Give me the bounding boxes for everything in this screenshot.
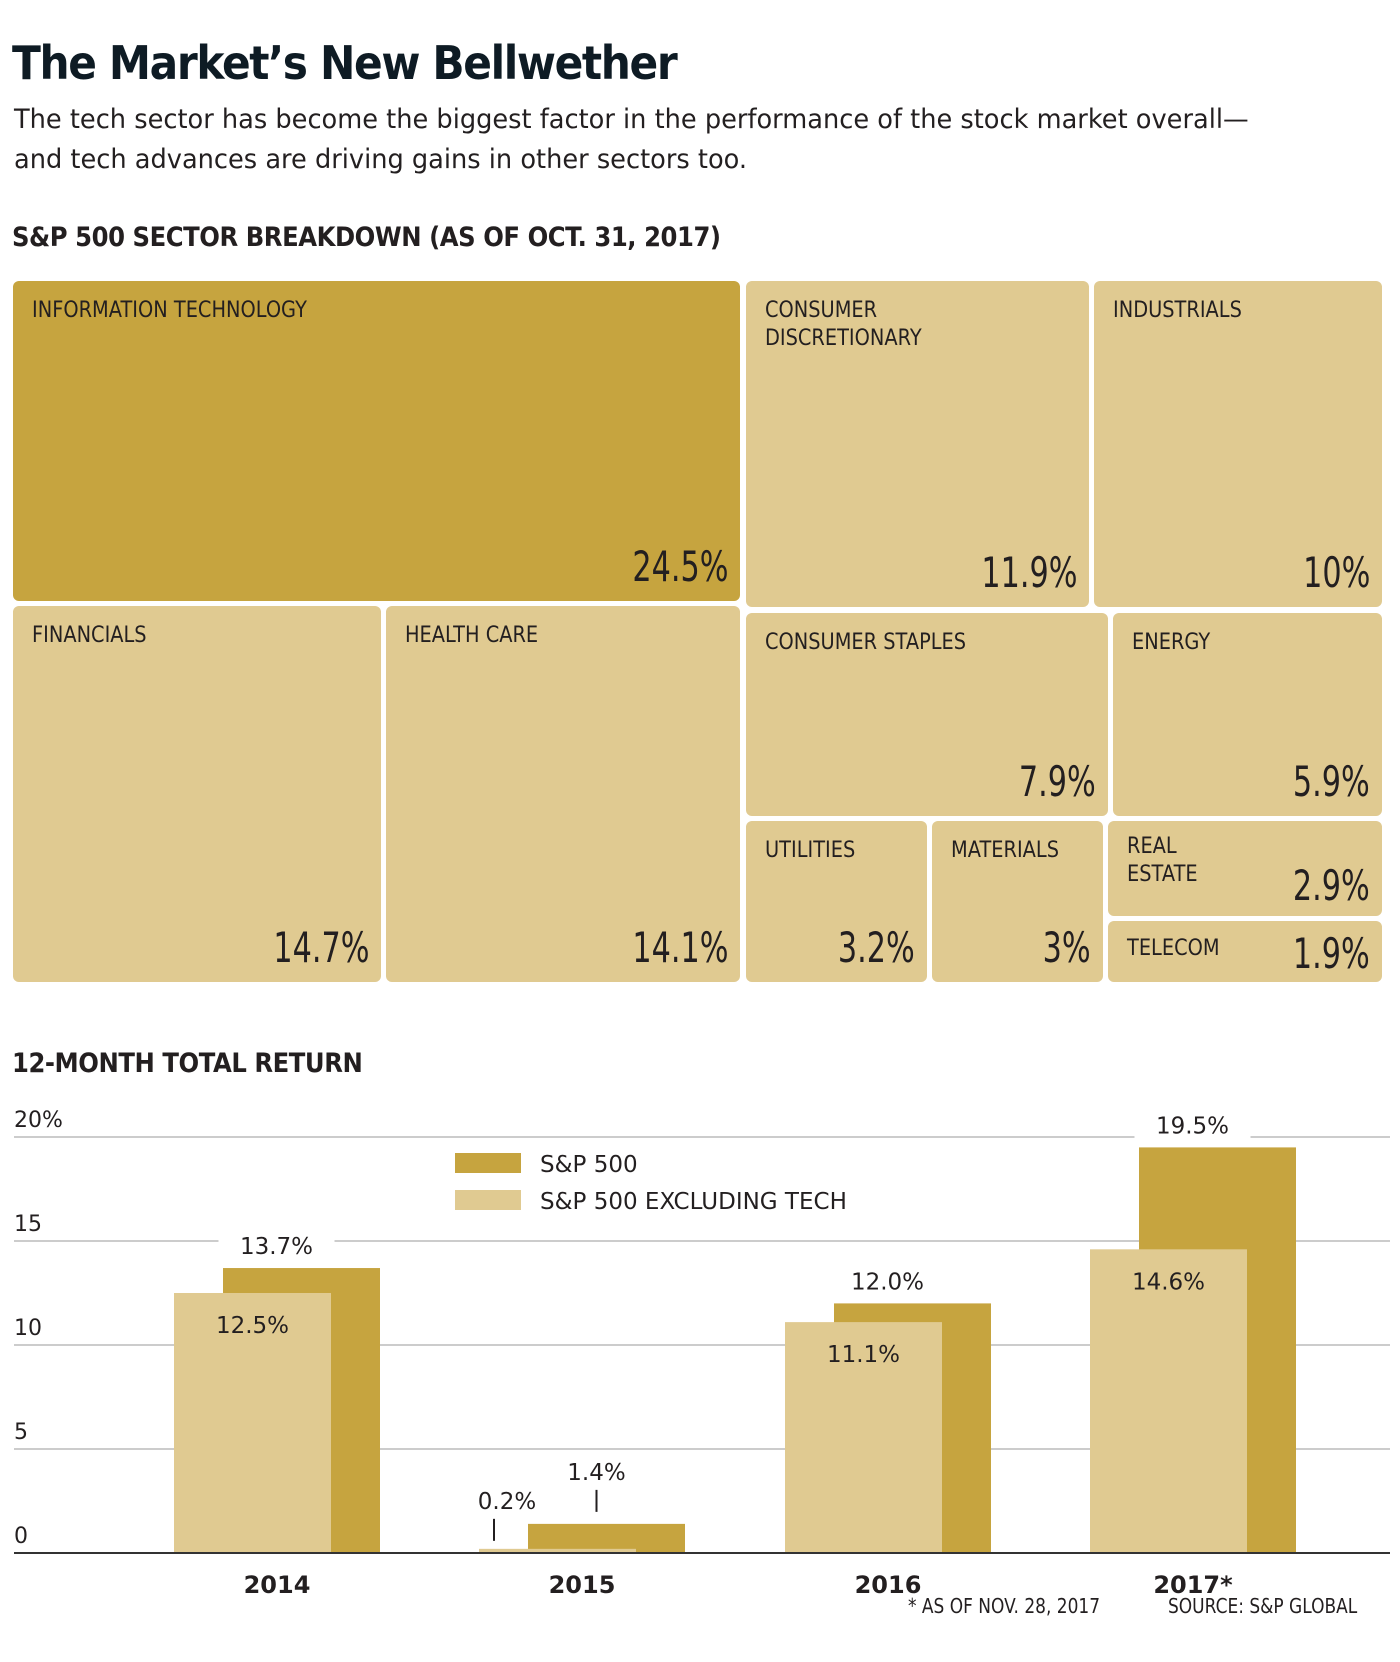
tile-consumer-discretionary: CONSUMER DISCRETIONARY 11.9% — [746, 281, 1089, 607]
data-label-sp500: 1.4% — [567, 1460, 625, 1486]
tile-health-care: HEALTH CARE 14.1% — [386, 606, 740, 982]
tile-financials: FINANCIALS 14.7% — [13, 606, 381, 982]
tile-energy: ENERGY 5.9% — [1113, 613, 1382, 816]
treemap-heading: S&P 500 SECTOR BREAKDOWN (AS OF OCT. 31,… — [12, 222, 721, 253]
bar-sp500-ex-tech — [174, 1293, 331, 1553]
label-knockout — [218, 1230, 335, 1261]
return-bar-chart: 0 5 10 15 20% 13.7% 12.5% 1.4% 0.2% 12.0% 11.1% 19… — [14, 1108, 1390, 1599]
tile-value: 10% — [1302, 548, 1370, 597]
x-tick-label: 2015 — [549, 1571, 616, 1599]
bars — [174, 1147, 1296, 1553]
data-label-ex-tech: 12.5% — [216, 1313, 289, 1339]
y-tick-label: 5 — [14, 1420, 28, 1445]
tile-label: INFORMATION TECHNOLOGY — [32, 298, 307, 323]
tile-label: MATERIALS — [951, 838, 1059, 863]
tile-label: REAL ESTATE — [1127, 834, 1198, 887]
tile-value: 1.9% — [1293, 929, 1370, 978]
bar-sp500-ex-tech — [479, 1548, 636, 1553]
tile-value: 14.1% — [631, 923, 728, 972]
x-tick-label: 2014 — [244, 1571, 311, 1599]
label-knockout — [1134, 1109, 1251, 1140]
bar-sp500 — [528, 1523, 685, 1553]
source-note: SOURCE: S&P GLOBAL — [1168, 1594, 1358, 1618]
x-tick-label: 2016 — [855, 1571, 922, 1599]
tile-value: 3.2% — [838, 923, 915, 972]
tile-label: CONSUMER DISCRETIONARY — [765, 298, 922, 351]
tile-label: TELECOM — [1127, 936, 1220, 961]
tile-label: FINANCIALS — [32, 623, 147, 648]
tile-industrials: INDUSTRIALS 10% — [1094, 281, 1382, 607]
x-tick-label: 2017* — [1153, 1571, 1233, 1599]
tile-value: 24.5% — [631, 542, 728, 591]
tile-label: ENERGY — [1132, 630, 1211, 655]
data-label-sp500: 12.0% — [851, 1269, 924, 1295]
page-title: The Market’s New Bellwether — [12, 36, 678, 90]
data-label-sp500: 19.5% — [1156, 1113, 1229, 1139]
legend-swatch-ex-tech — [455, 1190, 521, 1210]
tile-materials: MATERIALS 3% — [932, 821, 1103, 982]
x-axis-labels: 2014 2015 2016 2017* — [244, 1571, 1234, 1599]
tile-label: HEALTH CARE — [405, 623, 539, 648]
data-label-ex-tech: 14.6% — [1132, 1269, 1205, 1295]
legend-swatch-sp500 — [455, 1153, 521, 1173]
bar-sp500-ex-tech — [785, 1322, 942, 1553]
tile-value: 2.9% — [1293, 861, 1370, 910]
tile-value: 11.9% — [980, 548, 1077, 597]
legend: S&P 500 S&P 500 EXCLUDING TECH — [455, 1152, 847, 1215]
data-label-sp500: 13.7% — [240, 1234, 313, 1260]
legend-label-sp500: S&P 500 — [540, 1152, 638, 1178]
tile-label: UTILITIES — [765, 838, 856, 863]
tile-real-estate: REAL ESTATE 2.9% — [1108, 821, 1382, 916]
tile-value: 7.9% — [1019, 757, 1096, 806]
footnote: * AS OF NOV. 28, 2017 — [908, 1594, 1101, 1618]
page-subtitle: The tech sector has become the biggest f… — [14, 104, 1249, 175]
label-knockout — [829, 1265, 946, 1296]
tile-value: 3% — [1043, 923, 1091, 972]
data-labels: 13.7% 12.5% 1.4% 0.2% 12.0% 11.1% 19.5% 14.6% — [216, 1109, 1251, 1541]
tile-label: CONSUMER STAPLES — [765, 630, 967, 655]
tile-information-technology: INFORMATION TECHNOLOGY 24.5% — [13, 281, 740, 601]
data-label-ex-tech: 0.2% — [478, 1489, 536, 1515]
y-tick-label: 10 — [14, 1316, 42, 1341]
chart-title: 12-MONTH TOTAL RETURN — [12, 1048, 363, 1079]
tile-consumer-staples: CONSUMER STAPLES 7.9% — [746, 613, 1108, 816]
tile-label: INDUSTRIALS — [1113, 298, 1242, 323]
y-tick-label: 15 — [14, 1212, 42, 1237]
y-axis-labels: 0 5 10 15 20% — [14, 1108, 63, 1549]
data-label-ex-tech: 11.1% — [827, 1342, 900, 1368]
bar-sp500-ex-tech — [1090, 1249, 1247, 1553]
tile-utilities: UTILITIES 3.2% — [746, 821, 927, 982]
tile-value: 5.9% — [1293, 757, 1370, 806]
legend-label-ex-tech: S&P 500 EXCLUDING TECH — [540, 1189, 847, 1215]
tile-value: 14.7% — [272, 923, 369, 972]
tile-telecom: TELECOM 1.9% — [1108, 921, 1382, 982]
y-tick-label: 20% — [14, 1108, 63, 1133]
y-tick-label: 0 — [14, 1524, 28, 1549]
